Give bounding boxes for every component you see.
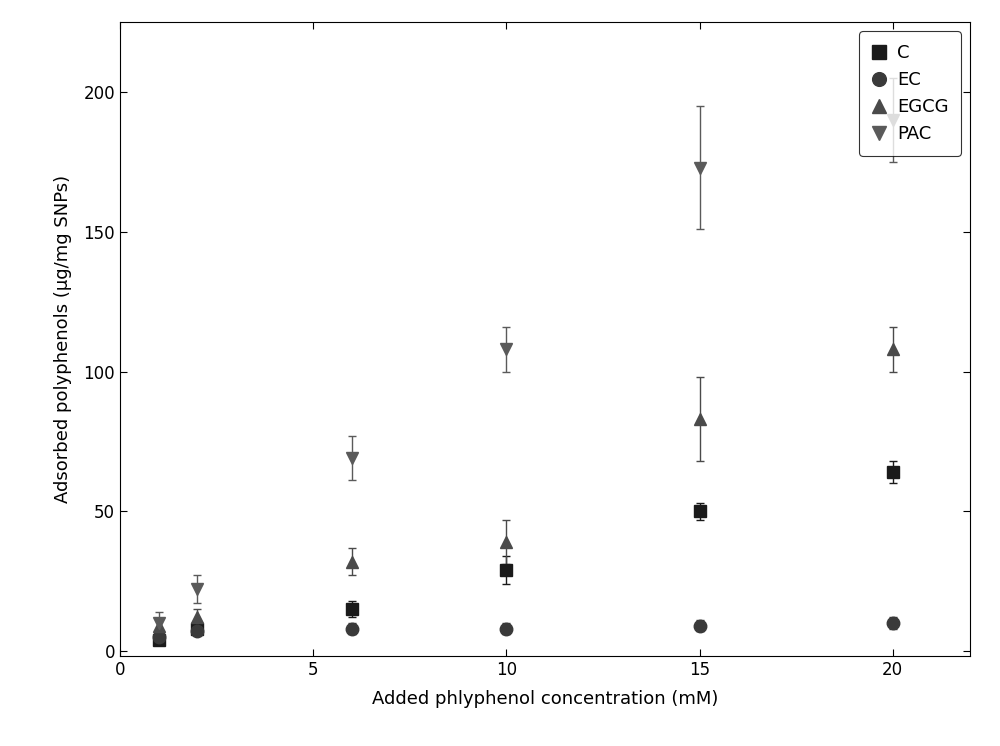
X-axis label: Added phlyphenol concentration (mM): Added phlyphenol concentration (mM) <box>372 691 718 709</box>
Y-axis label: Adsorbed polyphenols (μg/mg SNPs): Adsorbed polyphenols (μg/mg SNPs) <box>54 175 72 504</box>
Legend: C, EC, EGCG, PAC: C, EC, EGCG, PAC <box>859 31 961 156</box>
